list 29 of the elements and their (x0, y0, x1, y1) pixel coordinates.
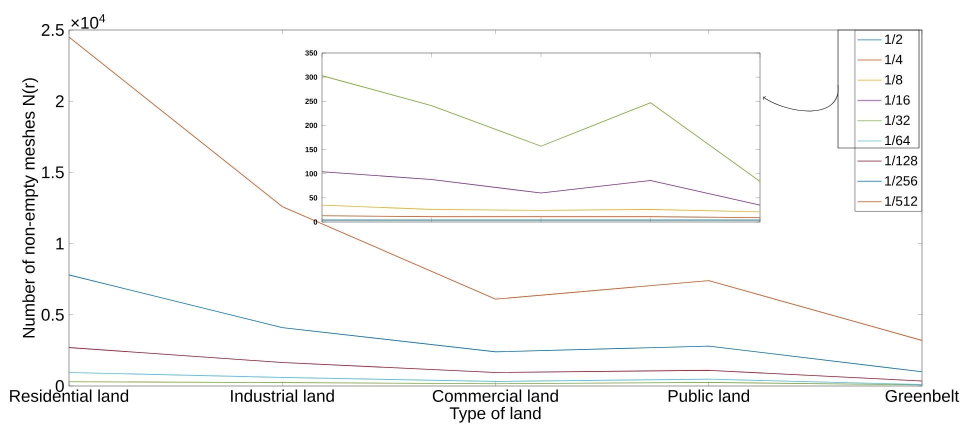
legend-label: 1/16 (885, 94, 910, 105)
y-tick-label: 2 (56, 95, 64, 108)
legend-label: 1/256 (885, 176, 918, 186)
x-axis-title: Type of land (450, 406, 541, 423)
legend-label: 1/64 (885, 135, 910, 146)
legend-label: 1/128 (885, 156, 918, 166)
x-tick-label: Commercial land (432, 390, 558, 402)
legend-label: 1/4 (885, 54, 902, 64)
x-tick-label: Greenbelt (886, 390, 960, 402)
line-series (322, 75, 760, 182)
line-series (322, 204, 760, 212)
line-series (322, 171, 760, 206)
text: ×10$^{4}$ (71, 14, 106, 29)
line-series (68, 347, 922, 382)
line-series (68, 274, 922, 372)
y-tick-label: 1.5 (42, 166, 64, 178)
y-axis-title: Number of non-empty meshes N(r) (22, 78, 38, 338)
line-series (68, 372, 922, 385)
legend-label: 1/8 (885, 74, 902, 85)
legend-label: 1/2 (885, 34, 902, 44)
y-tick-label: 0 (56, 380, 64, 392)
y-tick-label: 2.5 (42, 24, 64, 36)
x-tick-label: Industrial land (231, 390, 334, 402)
x-tick-label: Public land (668, 390, 750, 402)
legend-label: 1/512 (885, 196, 918, 206)
x-tick-label: Residential land (10, 390, 128, 402)
y-tick-label: 1 (56, 238, 64, 250)
y-tick-label: 0.5 (42, 308, 64, 321)
legend-label: 1/32 (885, 115, 910, 125)
